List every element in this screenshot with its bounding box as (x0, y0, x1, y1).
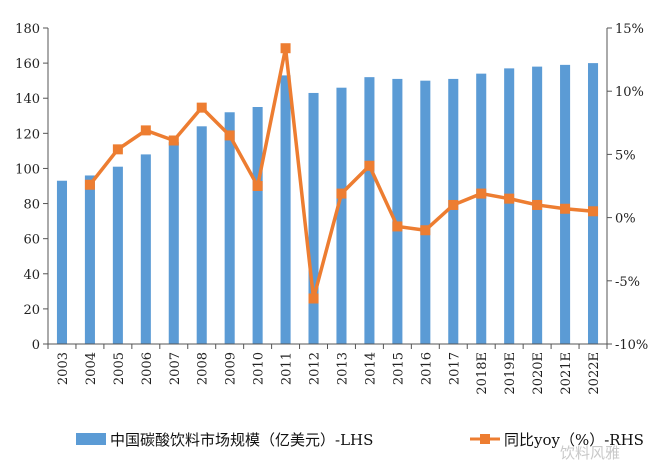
bars-layer (56, 63, 599, 345)
line-layer (84, 43, 599, 304)
yoy-point-2007 (168, 135, 179, 146)
bar-2012 (308, 92, 319, 344)
yoy-point-2014 (364, 160, 375, 171)
right-tick-label: 5% (615, 148, 636, 163)
x-tick-label: 2005 (112, 352, 127, 385)
right-tick-label: 10% (615, 85, 644, 100)
left-tick-label: 20 (23, 303, 40, 318)
left-tick-label: 160 (15, 57, 40, 72)
yoy-point-2004 (84, 179, 95, 190)
yoy-point-2005 (112, 144, 123, 155)
x-tick-label: 2003 (56, 352, 71, 385)
watermark-text: 饮料风雅 (560, 444, 620, 462)
yoy-point-2019E (504, 193, 515, 204)
x-tick-label: 2009 (224, 352, 239, 385)
bar-2016 (420, 80, 431, 345)
yoy-point-2006 (140, 125, 151, 136)
left-tick-label: 100 (15, 162, 40, 177)
x-tick-label: 2014 (363, 352, 378, 385)
x-tick-label: 2022E (587, 352, 602, 395)
bar-2018E (476, 73, 487, 345)
legend-line-marker (480, 434, 490, 444)
left-tick-label: 0 (32, 338, 40, 353)
bar-2017 (448, 78, 459, 345)
yoy-point-2018E (476, 188, 487, 199)
yoy-point-2013 (336, 188, 347, 199)
x-tick-label: 2008 (196, 352, 211, 385)
x-tick-label: 2016 (419, 352, 434, 385)
legend-bar-swatch (76, 433, 106, 445)
x-tick-label: 2006 (140, 352, 155, 385)
bar-2019E (504, 68, 515, 344)
right-tick-label: 0% (615, 212, 636, 227)
bar-2003 (56, 180, 68, 344)
yoy-point-2017 (448, 199, 459, 210)
right-tick-label: -10% (615, 338, 648, 353)
axes-layer: 0 20 40 60 80 100 120 140 160 180 -10% -5% 0% 5% 10% 15… (15, 22, 648, 395)
yoy-point-2022E (588, 206, 599, 217)
x-tick-label: 2021E (559, 352, 574, 395)
left-tick-label: 180 (15, 22, 40, 37)
yoy-point-2021E (560, 203, 571, 214)
yoy-point-2009 (224, 130, 235, 141)
yoy-point-2011 (280, 43, 291, 54)
x-tick-label: 2007 (168, 352, 183, 385)
yoy-point-2012 (308, 293, 319, 304)
bar-2007 (168, 142, 179, 344)
bar-2014 (364, 77, 375, 345)
yoy-point-2020E (532, 199, 543, 210)
left-tick-label: 80 (23, 198, 40, 213)
x-tick-label: 2018E (475, 352, 490, 395)
x-tick-label: 2004 (84, 352, 99, 385)
yoy-point-2015 (392, 221, 403, 232)
bar-2022E (587, 63, 599, 344)
legend: 中国碳酸饮料市场规模（亿美元）-LHS 同比yoy（%）-RHS (76, 431, 644, 449)
bar-2013 (336, 87, 347, 344)
left-tick-label: 140 (15, 92, 40, 107)
yoy-point-2008 (196, 102, 207, 113)
x-tick-label: 2011 (280, 352, 295, 385)
x-tick-label: 2012 (308, 352, 323, 385)
left-tick-label: 120 (15, 127, 40, 142)
left-tick-label: 40 (23, 268, 40, 283)
x-tick-label: 2019E (503, 352, 518, 395)
yoy-point-2010 (252, 181, 263, 191)
x-tick-label: 2013 (335, 352, 350, 385)
bar-2004 (84, 175, 95, 344)
right-tick-label: -5% (615, 275, 640, 290)
x-tick-label: 2017 (447, 352, 462, 385)
bar-2006 (140, 154, 151, 344)
bar-2010 (252, 107, 263, 344)
bar-2015 (392, 78, 403, 345)
legend-line-label: 同比yoy（%）-RHS (504, 431, 644, 449)
x-tick-label: 2020E (531, 352, 546, 395)
yoy-point-2016 (420, 225, 431, 236)
bar-2005 (112, 166, 123, 344)
bar-2008 (196, 126, 207, 344)
legend-bar-label: 中国碳酸饮料市场规模（亿美元）-LHS (110, 431, 373, 449)
right-tick-label: 15% (615, 22, 644, 37)
left-tick-label: 60 (23, 233, 40, 248)
x-tick-label: 2010 (252, 352, 267, 385)
bar-2011 (280, 75, 291, 345)
bar-2009 (224, 112, 235, 345)
x-tick-label: 2015 (391, 352, 406, 385)
